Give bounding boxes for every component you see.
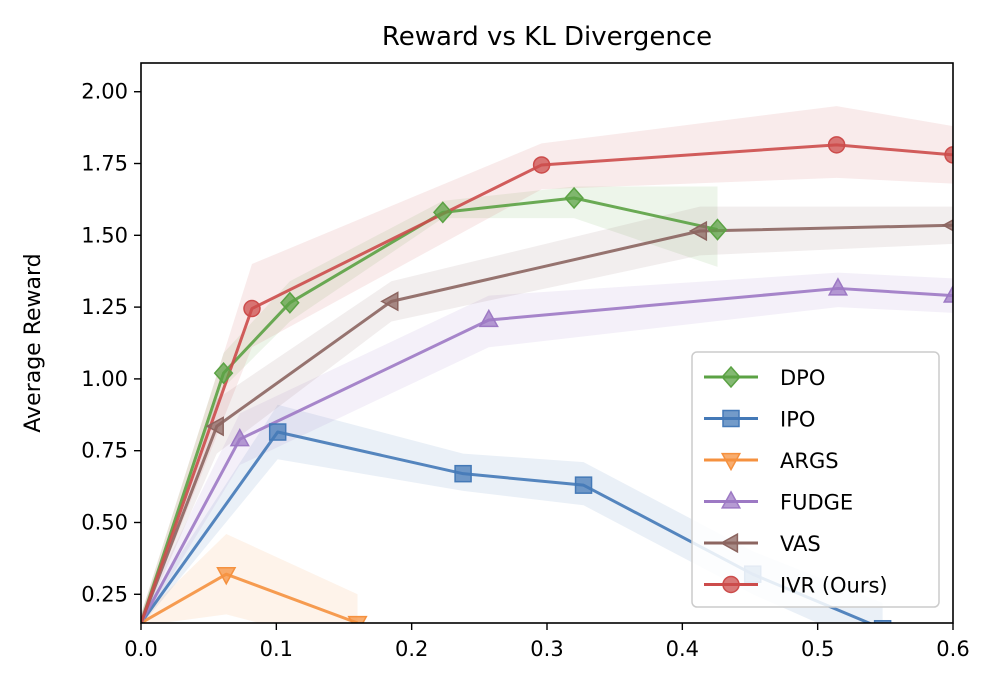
point-dpo <box>280 291 300 314</box>
point-vas <box>205 416 224 437</box>
point-ivr-ours <box>827 136 846 154</box>
y-tick-label: 1.25 <box>81 295 128 319</box>
point-ivr-ours <box>243 299 261 318</box>
band-ipo <box>141 404 883 623</box>
point-ipo <box>454 464 472 483</box>
legend-label-args: ARGS <box>780 449 839 473</box>
legend-label-ivr-ours: IVR (Ours) <box>780 574 888 598</box>
point-vas <box>941 219 953 232</box>
y-tick-label: 0.25 <box>81 582 128 606</box>
y-axis-label: Average Reward <box>21 253 46 432</box>
x-tick-label: 0.1 <box>260 637 293 661</box>
legend-label-fudge: FUDGE <box>780 491 853 515</box>
confidence-bands <box>141 106 953 623</box>
point-args <box>347 615 368 623</box>
line-dpo <box>141 196 718 623</box>
band-dpo <box>141 186 718 623</box>
legend-marker-ipo <box>722 409 740 428</box>
point-dpo <box>707 218 728 241</box>
x-tick-label: 0.3 <box>530 637 563 661</box>
point-fudge <box>827 277 849 296</box>
band-fudge <box>141 272 953 623</box>
point-fudge <box>229 428 250 447</box>
y-tick-label: 2.00 <box>81 80 128 104</box>
legend-marker-vas <box>719 532 739 554</box>
y-tick-label: 1.75 <box>81 152 128 176</box>
x-axis-ticks: 0.0 0.1 0.2 0.3 0.4 0.5 0.6 <box>124 623 970 661</box>
point-ipo <box>873 619 892 623</box>
x-tick-label: 0.2 <box>395 637 428 661</box>
y-tick-label: 1.00 <box>81 367 128 391</box>
point-ipo <box>574 476 593 494</box>
point-dpo <box>213 362 234 385</box>
band-args <box>141 533 358 623</box>
legend-marker-fudge <box>720 490 742 509</box>
y-tick-label: 0.50 <box>81 510 128 534</box>
series-markers <box>205 136 953 623</box>
point-args <box>216 567 237 586</box>
legend-marker-args <box>720 452 742 472</box>
band-ivr-ours <box>141 106 953 623</box>
point-dpo <box>432 201 453 224</box>
legend-marker-dpo <box>721 365 741 389</box>
point-fudge <box>478 308 499 328</box>
point-vas <box>688 220 708 242</box>
legend-label-ipo: IPO <box>780 408 815 432</box>
x-tick-label: 0.4 <box>666 637 699 661</box>
point-ivr-ours <box>944 146 953 164</box>
legend-box <box>691 351 940 608</box>
x-tick-label: 0.5 <box>801 637 834 661</box>
y-axis-ticks: 0.25 0.50 0.75 1.00 1.25 1.50 1.75 2.00 <box>81 80 141 606</box>
legend-marker-ivr-ours <box>722 575 740 594</box>
x-tick-label: 0.6 <box>936 637 969 661</box>
y-tick-label: 1.50 <box>81 223 128 247</box>
chart-title: Reward vs KL Divergence <box>382 22 712 52</box>
legend-label-dpo: DPO <box>780 366 825 390</box>
legend: DPO IPO ARGS FUDGE VAS IVR (Ours) <box>691 351 940 608</box>
point-dpo <box>564 186 584 210</box>
x-tick-label: 0.0 <box>124 637 157 661</box>
point-vas <box>380 291 399 312</box>
point-fudge <box>942 284 953 303</box>
legend-label-vas: VAS <box>780 532 821 556</box>
point-ivr-ours <box>532 156 551 174</box>
point-ipo <box>268 423 287 441</box>
y-tick-label: 0.75 <box>81 439 128 463</box>
